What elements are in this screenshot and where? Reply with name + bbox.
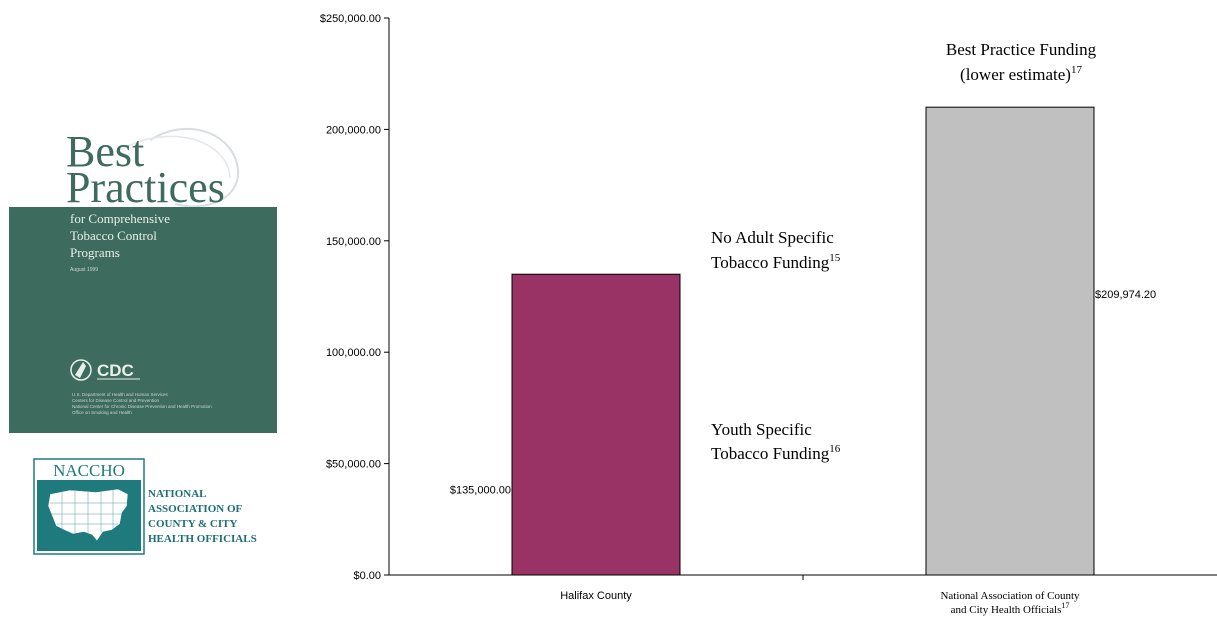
y-tick-label: 100,000.00 [326,347,381,359]
cover-agency-line2: Centers for Disease Control and Preventi… [72,398,160,403]
annotation-no-adult-sup: 15 [829,252,841,264]
cover-title-line2: Practices [66,163,225,212]
naccho-logo-text: NACCHO [53,461,125,480]
annotation-youth-sup: 16 [829,443,841,455]
bar-value-label: $135,000.00 [450,485,511,497]
cover-swoosh [149,127,240,208]
y-tick-label: 200,000.00 [326,124,381,136]
cover-green-panel [9,207,277,433]
funding-bar-chart: $0.00 $50,000.00 100,000.00 150,000.00 200,0… [320,13,1217,616]
hhs-eagle-icon [70,359,92,381]
cover-agency-line1: U.S. Department of Health and Human Serv… [72,392,169,397]
annotation-no-adult-line2-text: Tobacco Funding [711,253,830,272]
x-category-label: and City Health Officials17 [951,601,1070,616]
annotation-youth-line2: Tobacco Funding16 [711,443,841,463]
naccho-name-line3: COUNTY & CITY [148,518,237,530]
annotation-best-practice-line1: Best Practice Funding [946,40,1097,59]
us-map-grid [50,490,127,533]
x-category-label: Halifax County [560,590,632,602]
annotation-no-adult-line1: No Adult Specific [711,228,834,247]
cover-title-line1: Best [66,127,144,176]
x-axis [389,574,1217,580]
best-practices-cover: Best Practices for Comprehensive Tobacco… [9,104,277,433]
y-tick-label: $0.00 [353,570,381,582]
bar [925,106,1095,576]
y-tick-label: 150,000.00 [326,236,381,248]
naccho-name-line4: HEALTH OFFICIALS [148,533,257,545]
annotation-youth-line1: Youth Specific [711,420,812,439]
cover-date: August 1999 [70,267,98,273]
cover-subtitle-line2: Tobacco Control [70,228,157,243]
y-axis: $0.00 $50,000.00 100,000.00 150,000.00 200,0… [320,13,390,582]
x-category-label: National Association of County [940,590,1080,602]
naccho-name-line2: ASSOCIATION OF [148,503,243,515]
annotation-best-practice-line2: (lower estimate)17 [960,64,1082,84]
category-labels: Halifax County National Association of Co… [560,590,1080,616]
cover-swoosh-2 [119,135,231,179]
naccho-logo: NACCHO NATIONAL ASSOCIATION OF COUNTY & … [33,458,257,555]
y-tick-label: $250,000.00 [320,13,381,25]
cover-agency-line3: National Center for Chronic Disease Prev… [72,404,212,409]
bar [511,273,681,576]
cdc-logo: CDC [97,361,134,380]
annotation-no-adult-line2: Tobacco Funding15 [711,252,841,272]
value-labels: $135,000.00 $209,974.20 [450,289,1156,497]
cover-agency-line4: Office on Smoking and Health [72,410,132,415]
bars [511,106,1095,576]
annotation-best-practice-sup: 17 [1071,64,1083,76]
cover-subtitle-line3: Programs [70,245,120,260]
y-tick-label: $50,000.00 [326,459,381,471]
annotation-youth-line2-text: Tobacco Funding [711,444,830,463]
annotation-best-practice-line2-text: (lower estimate) [960,65,1071,84]
naccho-name-line1: NATIONAL [148,488,206,500]
bar-value-label: $209,974.20 [1095,289,1156,301]
cover-subtitle-line1: for Comprehensive [70,211,170,226]
